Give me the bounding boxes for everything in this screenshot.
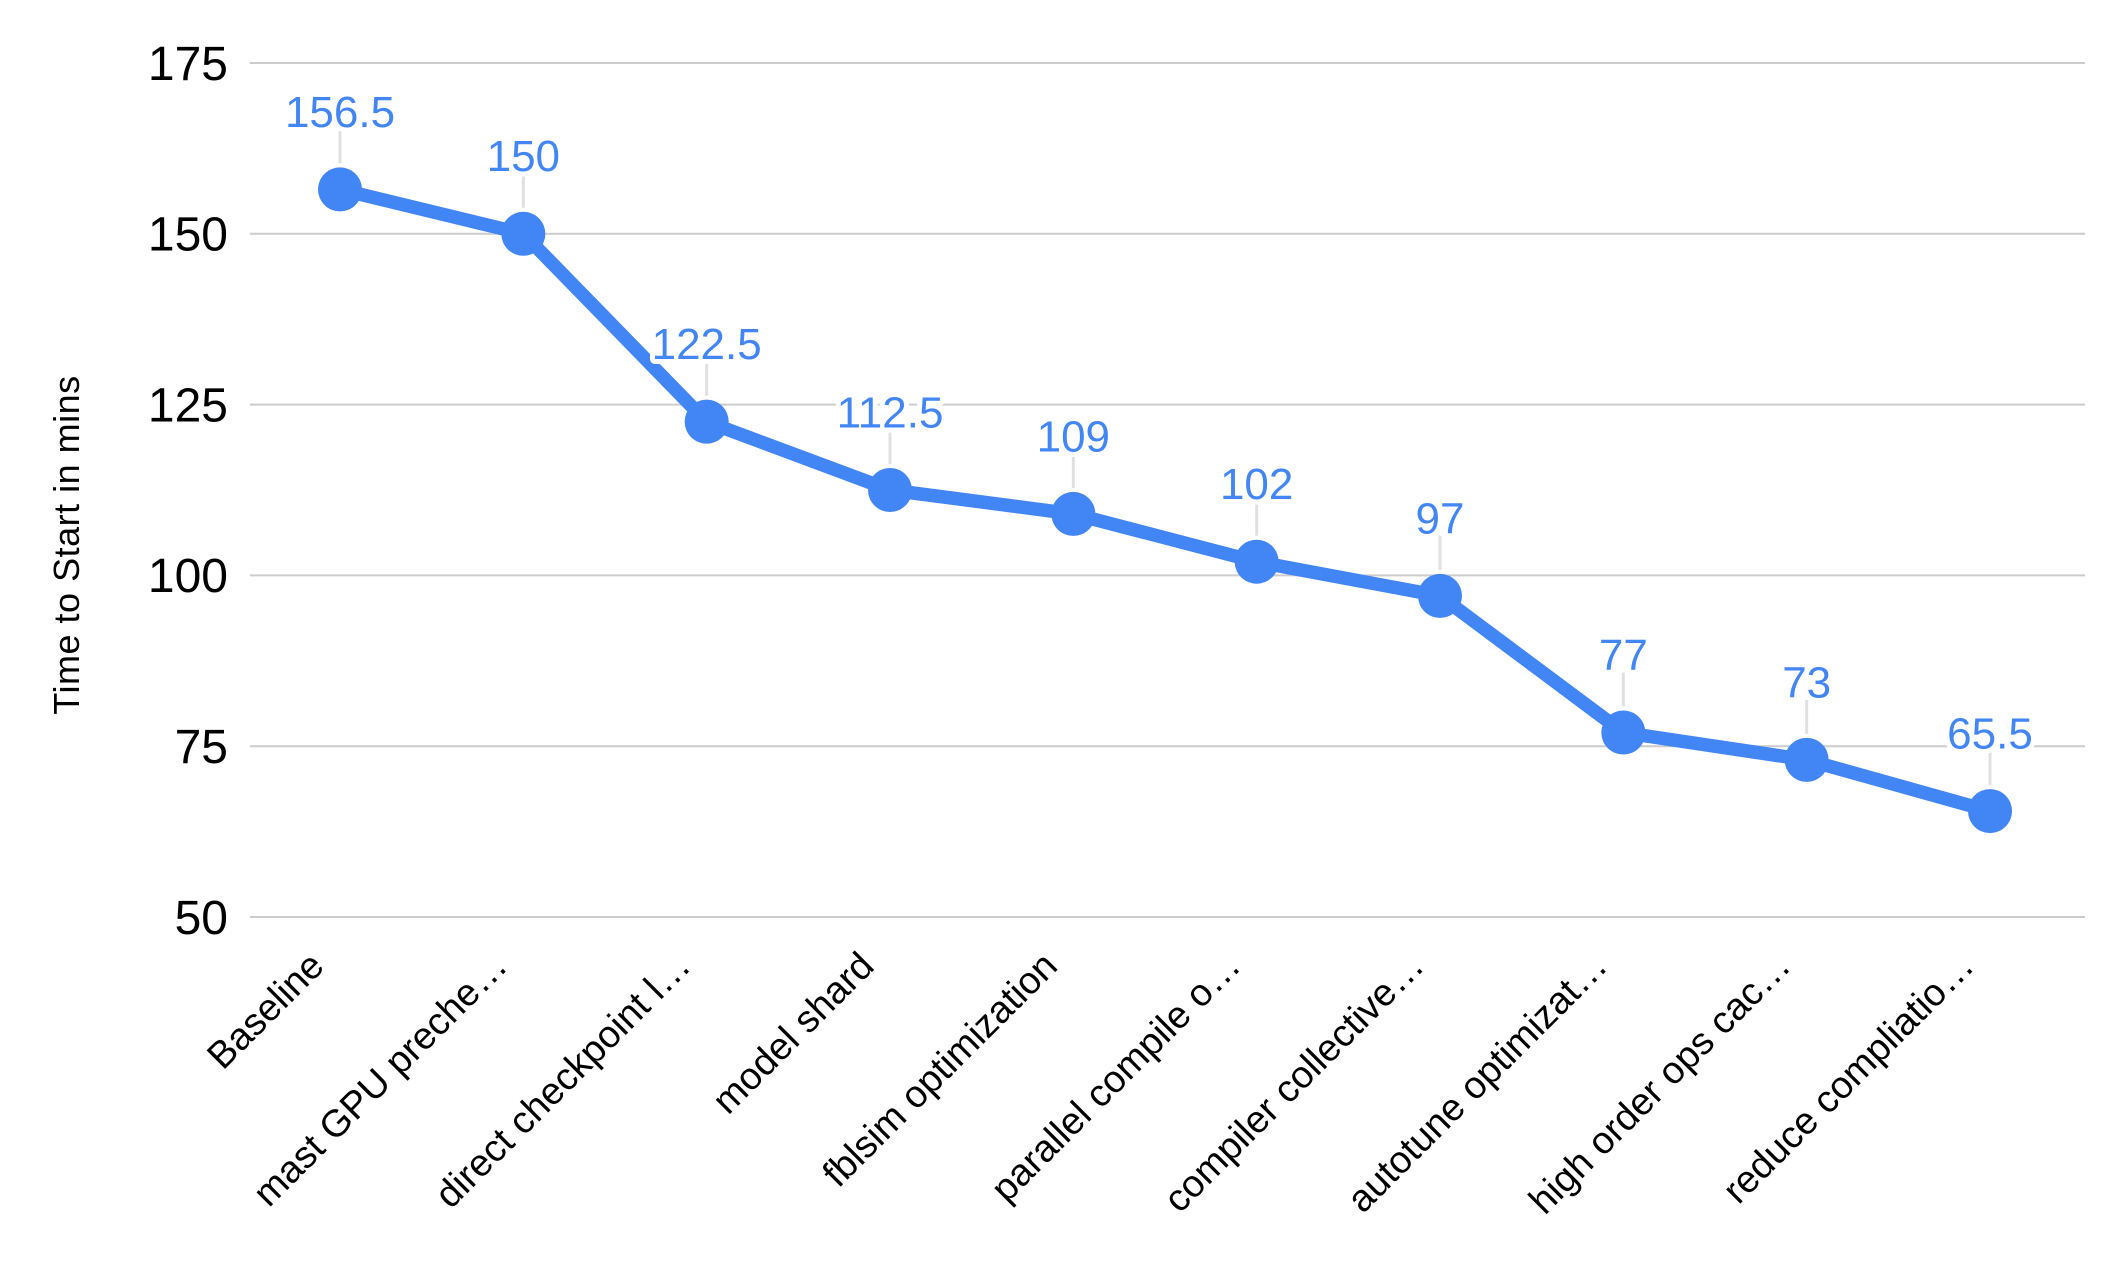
data-point-marker [318, 167, 362, 212]
data-point-marker [1784, 737, 1829, 782]
x-category-label: Baseline [200, 945, 333, 1078]
x-category-label: model shard [705, 945, 883, 1123]
y-tick-label: 125 [148, 379, 228, 432]
data-point-marker [684, 399, 729, 444]
data-point-label: 77 [1599, 631, 1648, 680]
data-point-label: 102 [1220, 460, 1293, 509]
y-tick-label: 75 [175, 721, 228, 774]
y-tick-label: 175 [148, 38, 228, 91]
series-line [333, 182, 1997, 818]
data-point-marker [1418, 573, 1462, 618]
data-point-marker [1234, 539, 1279, 584]
y-tick-label: 150 [148, 209, 228, 262]
data-point-label: 150 [487, 132, 560, 181]
data-point-label: 109 [1037, 412, 1110, 461]
data-point-label: 156.5 [285, 88, 395, 137]
data-point-marker [501, 211, 546, 256]
data-point-marker [1968, 789, 2012, 834]
data-point-label: 122.5 [652, 320, 762, 369]
data-point-marker [1601, 710, 1646, 755]
data-point-label: 97 [1416, 494, 1465, 543]
data-point-label: 65.5 [1947, 710, 2033, 759]
y-axis-title: Time to Start in mins [46, 375, 87, 715]
data-point-marker [868, 468, 912, 512]
data-point-marker [1051, 491, 1096, 536]
data-point-label: 112.5 [837, 388, 944, 437]
y-tick-label: 100 [148, 550, 228, 603]
data-point-label: 73 [1782, 658, 1831, 707]
y-tick-label: 50 [175, 892, 228, 945]
